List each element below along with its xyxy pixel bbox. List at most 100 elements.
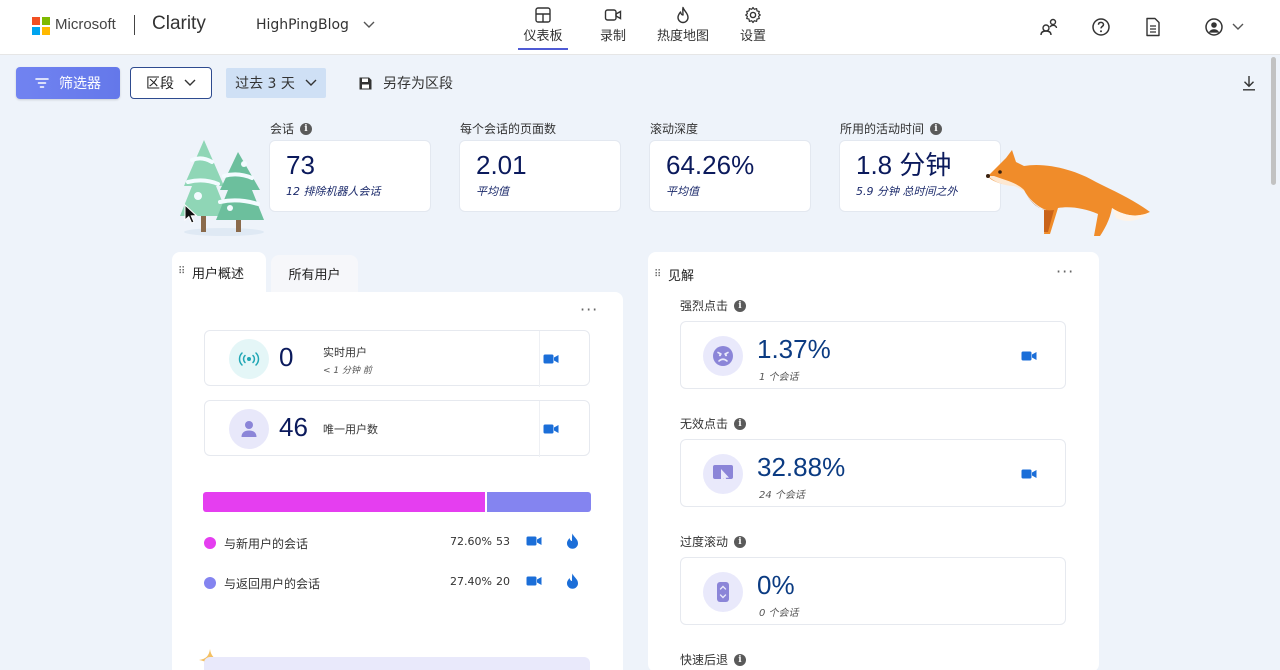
dead-clicks-value: 32.88% [757, 452, 846, 482]
account-menu[interactable] [1204, 16, 1244, 38]
metric-time-label: 所用的活动时间 i [840, 120, 943, 137]
insights-title: 见解 [668, 269, 695, 284]
scroll-icon [703, 572, 743, 612]
main-nav: 仪表板 录制 热度地图 设置 [508, 4, 788, 50]
info-icon[interactable]: i [734, 417, 747, 430]
tab-dashboard[interactable]: 仪表板 [508, 4, 578, 50]
live-users-value: 0 [279, 342, 294, 372]
segments-label: 区段 [146, 76, 174, 92]
filter-icon [35, 78, 49, 88]
account-icon [1205, 18, 1223, 36]
rage-clicks-card[interactable]: 1.37% 1 个会话 [680, 321, 1066, 389]
top-bar: Microsoft Clarity HighPingBlog 仪表板 录制 热度… [0, 0, 1280, 55]
new-users-count: 53 [496, 535, 510, 548]
help-icon [1092, 18, 1110, 36]
filter-toolbar: 筛选器 区段 过去 3 天 另存为区段 [0, 55, 1280, 111]
info-icon[interactable]: i [930, 122, 943, 135]
live-users-card: 0 实时用户 < 1 分钟 前 [204, 330, 590, 387]
new-users-bar[interactable] [203, 492, 485, 512]
download-icon [1243, 76, 1255, 91]
project-name: HighPingBlog [256, 17, 349, 33]
heatmap-icon[interactable] [566, 573, 579, 589]
microsoft-logo-icon [32, 17, 50, 35]
excessive-scrolling-sub: 0 个会话 [759, 608, 799, 619]
heatmap-icon[interactable] [566, 533, 579, 549]
filters-button[interactable]: 筛选器 [16, 67, 120, 99]
new-users-percent: 72.60% [450, 535, 492, 548]
tab-recordings-label: 录制 [599, 29, 626, 44]
chevron-down-icon [1232, 23, 1244, 30]
heatmap-icon [677, 6, 689, 24]
metric-scroll-label: 滚动深度 [650, 122, 699, 136]
info-icon[interactable]: i [734, 299, 747, 312]
legend-dot-new [204, 537, 216, 549]
metric-pages-sub: 平均值 [476, 185, 509, 198]
save-icon [359, 77, 372, 89]
tab-heatmaps-label: 热度地图 [656, 29, 709, 44]
info-icon[interactable]: i [734, 535, 747, 548]
date-range-label: 过去 3 天 [235, 76, 295, 92]
download-button[interactable] [1242, 75, 1256, 95]
drag-handle-icon[interactable]: ⠿ [654, 268, 661, 280]
user-icon [229, 409, 269, 449]
metric-scroll-value: 64.26% [666, 150, 755, 180]
video-camera-icon[interactable] [1021, 468, 1037, 480]
segments-dropdown[interactable]: 区段 [130, 67, 212, 99]
metric-sessions-card[interactable]: 73 12 排除机器人会话 [269, 140, 431, 212]
metric-time-value: 1.8 分钟 [856, 150, 952, 180]
tab-user-overview[interactable]: ⠿ 用户概述 [172, 252, 266, 292]
page-scrollbar[interactable] [1271, 57, 1276, 185]
video-camera-icon[interactable] [543, 353, 559, 365]
recording-icon [604, 9, 622, 21]
dead-clicks-label: 无效点击 i [680, 415, 747, 432]
document-icon [1146, 17, 1160, 37]
brand-divider [134, 15, 135, 35]
tab-all-users-label: 所有用户 [288, 268, 341, 283]
tab-user-overview-label: 用户概述 [192, 266, 245, 282]
angry-face-icon [703, 336, 743, 376]
rage-clicks-label: 强烈点击 i [680, 297, 747, 314]
brand-product[interactable]: Clarity [152, 13, 206, 34]
new-users-legend: 与新用户的会话 72.60% 53 [204, 533, 584, 553]
documentation-button[interactable] [1142, 16, 1164, 38]
metric-time-card[interactable]: 1.8 分钟 5.9 分钟 总时间之外 [839, 140, 1001, 212]
metric-pages-card[interactable]: 2.01 平均值 [459, 140, 621, 212]
tab-settings[interactable]: 设置 [718, 4, 788, 50]
dead-click-icon [703, 454, 743, 494]
returning-users-percent: 27.40% [450, 575, 492, 588]
video-camera-icon[interactable] [526, 575, 542, 587]
more-options-icon[interactable]: ··· [1056, 262, 1075, 281]
tab-all-users[interactable]: 所有用户 [271, 255, 358, 292]
help-button[interactable] [1090, 16, 1112, 38]
share-users-button[interactable] [1038, 16, 1060, 38]
tab-dashboard-label: 仪表板 [523, 29, 563, 44]
rage-clicks-value: 1.37% [757, 334, 831, 364]
metric-sessions-sub: 12 排除机器人会话 [286, 185, 381, 198]
info-icon[interactable]: i [734, 653, 747, 666]
drag-handle-icon[interactable]: ⠿ [178, 266, 185, 277]
new-users-label: 与新用户的会话 [224, 537, 309, 551]
brand-company: Microsoft [55, 16, 116, 33]
trees-illustration [180, 140, 264, 236]
video-camera-icon[interactable] [526, 535, 542, 547]
more-options-icon[interactable]: ··· [580, 300, 599, 319]
excessive-scrolling-card[interactable]: 0% 0 个会话 [680, 557, 1066, 625]
metric-scroll-card[interactable]: 64.26% 平均值 [649, 140, 811, 212]
dead-clicks-card[interactable]: 32.88% 24 个会话 [680, 439, 1066, 507]
people-icon [1040, 18, 1058, 36]
video-camera-icon[interactable] [543, 423, 559, 435]
save-as-segment-button[interactable]: 另存为区段 [358, 73, 453, 93]
project-selector[interactable]: HighPingBlog [256, 17, 375, 33]
video-camera-icon[interactable] [1021, 350, 1037, 362]
metric-pages-value: 2.01 [476, 150, 527, 180]
excessive-scrolling-value: 0% [757, 570, 795, 600]
dashboard-icon [535, 7, 551, 23]
tab-heatmaps[interactable]: 热度地图 [648, 4, 718, 50]
insights-header: ⠿ 见解 [654, 265, 694, 284]
tab-recordings[interactable]: 录制 [578, 4, 648, 50]
info-icon[interactable]: i [300, 122, 313, 135]
date-range-dropdown[interactable]: 过去 3 天 [226, 68, 326, 98]
returning-users-bar[interactable] [487, 492, 591, 512]
unique-users-card: 46 唯一用户数 [204, 400, 590, 457]
copilot-summary-card[interactable] [204, 657, 590, 670]
